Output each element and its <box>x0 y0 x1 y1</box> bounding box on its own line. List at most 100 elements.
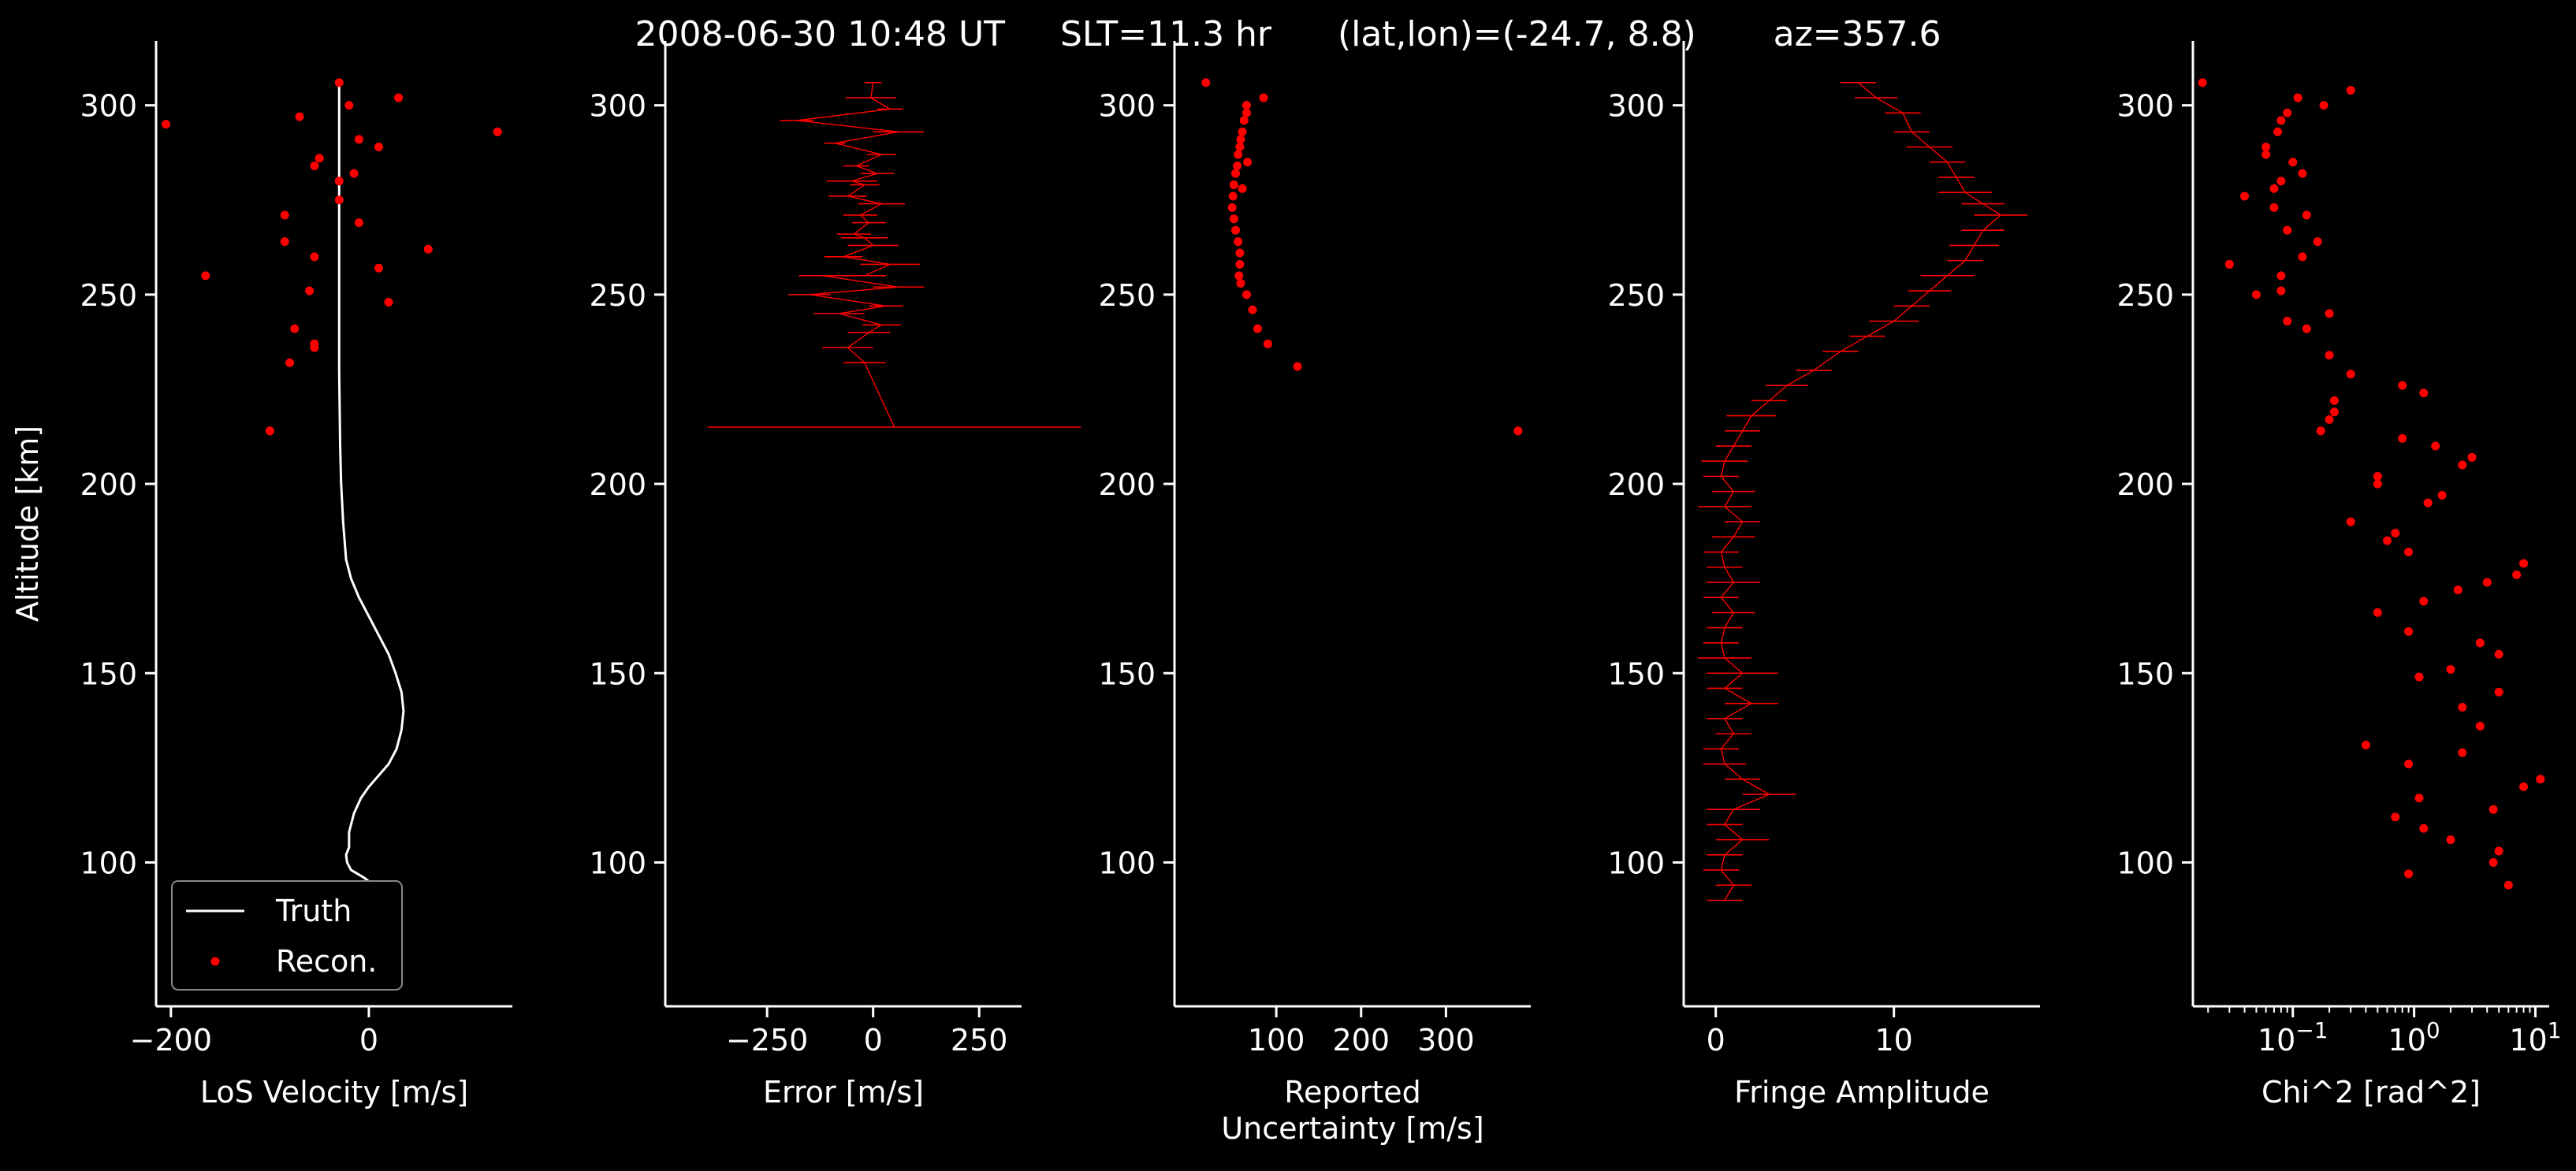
data-point <box>280 210 289 220</box>
data-point <box>2419 388 2429 398</box>
y-tick-label: 200 <box>589 467 646 502</box>
data-point <box>2458 702 2467 712</box>
y-tick-label: 250 <box>1098 278 1156 313</box>
x-axis-label: Reported <box>1284 1075 1420 1110</box>
legend-box <box>171 880 403 991</box>
y-tick-label: 150 <box>2116 656 2174 691</box>
data-point <box>2458 748 2467 757</box>
data-point <box>2453 586 2462 595</box>
data-point <box>2293 93 2302 102</box>
y-tick-label: 100 <box>1098 846 1156 880</box>
y-tick-label: 200 <box>2116 467 2174 502</box>
data-point <box>354 218 363 228</box>
y-tick-label: 250 <box>1607 278 1665 313</box>
data-point <box>2482 578 2492 587</box>
data-point <box>1235 259 1245 269</box>
data-point <box>423 244 433 254</box>
data-point <box>2373 479 2382 489</box>
data-point <box>2446 664 2455 674</box>
data-point <box>2329 407 2339 417</box>
y-tick-label: 200 <box>1098 467 1156 502</box>
data-point <box>2198 78 2207 87</box>
data-point <box>384 297 393 307</box>
data-point <box>265 426 274 436</box>
data-point <box>305 286 315 296</box>
data-point <box>1230 169 1240 178</box>
data-point <box>394 93 404 102</box>
x-axis-label: Error [m/s] <box>763 1075 924 1110</box>
data-point <box>1241 101 1251 110</box>
data-point <box>2446 835 2455 845</box>
legend-recon-label: Recon. <box>276 944 377 979</box>
data-point <box>2373 471 2382 481</box>
x-axis-label: Fringe Amplitude <box>1734 1075 1990 1110</box>
data-point <box>1238 127 1247 136</box>
data-point <box>2316 426 2325 436</box>
data-point <box>2373 608 2382 617</box>
data-point <box>2273 127 2283 136</box>
data-point <box>2240 191 2250 201</box>
data-point <box>1234 271 1244 281</box>
data-point <box>162 120 171 129</box>
data-point <box>1239 116 1249 125</box>
data-point <box>1235 248 1245 258</box>
data-point <box>2261 143 2271 152</box>
y-axis-label: Altitude [km] <box>10 426 45 622</box>
data-point <box>1513 426 1523 436</box>
y-tick-label: 100 <box>1607 846 1665 880</box>
data-point <box>2404 626 2414 636</box>
y-tick-label: 150 <box>589 656 646 691</box>
data-point <box>201 271 210 281</box>
panel-reported-uncertainty: 100 150 200 250 300 100 200 300 ReportedUncertai… <box>1098 41 1531 1146</box>
y-tick-label: 100 <box>2116 846 2174 880</box>
data-point <box>354 135 363 144</box>
x-tick-label: 10−1 <box>2258 1017 2328 1058</box>
data-point <box>2288 158 2298 167</box>
truth-line <box>337 82 405 901</box>
data-point <box>2519 782 2529 791</box>
data-point <box>374 143 383 152</box>
x-tick-label: 200 <box>1332 1023 1390 1058</box>
data-point <box>2404 760 2414 769</box>
data-point <box>1230 225 1240 235</box>
y-tick-label: 100 <box>80 846 137 880</box>
data-point <box>2251 290 2261 299</box>
data-point <box>295 112 304 121</box>
data-point <box>2346 370 2355 379</box>
data-point <box>1227 203 1237 212</box>
x-axis-label: Chi^2 [rad^2] <box>2261 1075 2481 1110</box>
panel-chi2: 100 150 200 250 300 10−1 100 101 Chi^2 [rad^2] <box>2116 41 2562 1110</box>
data-point <box>2489 857 2498 867</box>
x-tick-label: 100 <box>2388 1017 2440 1058</box>
data-point <box>2302 210 2311 220</box>
data-point <box>1229 214 1238 224</box>
data-point <box>1228 191 1238 201</box>
data-point <box>2276 271 2286 281</box>
data-point <box>2536 775 2545 784</box>
data-point <box>2475 722 2485 731</box>
data-point <box>315 154 324 163</box>
data-point <box>2269 203 2279 212</box>
data-point <box>285 358 294 367</box>
panel-los-velocity: 100 150 200 250 300 −200 0 LoS Velocity [m/s] Al… <box>10 41 512 1110</box>
legend-truth-label: Truth <box>275 894 352 928</box>
data-point <box>1229 180 1238 190</box>
data-point <box>310 252 319 262</box>
panel-fringe-amplitude: 100 150 200 250 300 0 10 Fringe Amplitude <box>1607 41 2040 1110</box>
data-point <box>2475 638 2485 648</box>
x-tick-label: 10 <box>1875 1023 1913 1058</box>
data-point <box>334 177 344 186</box>
data-point <box>2391 812 2400 822</box>
data-point <box>1234 237 1243 247</box>
data-point <box>280 237 289 247</box>
data-point <box>2269 184 2279 193</box>
data-point <box>2298 252 2307 262</box>
data-point <box>2346 517 2355 526</box>
data-point <box>2458 460 2467 470</box>
x-tick-label: 0 <box>1707 1023 1725 1058</box>
y-tick-label: 250 <box>589 278 646 313</box>
y-tick-label: 300 <box>80 89 137 124</box>
data-point <box>2391 529 2400 538</box>
x-axis-label: LoS Velocity [m/s] <box>200 1075 468 1110</box>
data-point <box>2414 672 2424 682</box>
